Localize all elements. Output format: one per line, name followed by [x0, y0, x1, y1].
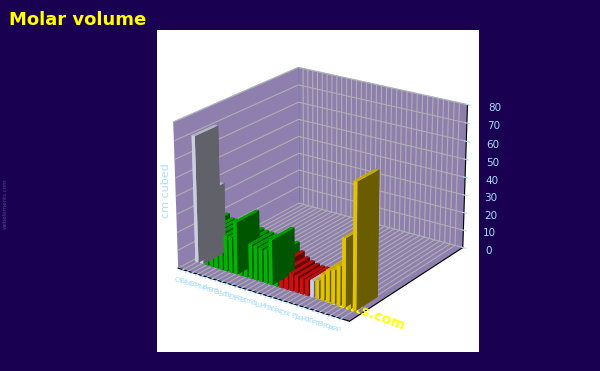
Text: www.webelements.com: www.webelements.com	[229, 256, 407, 333]
Text: webelements.com: webelements.com	[3, 179, 8, 229]
Text: cm cubed: cm cubed	[161, 164, 171, 219]
Text: Molar volume: Molar volume	[9, 11, 146, 29]
